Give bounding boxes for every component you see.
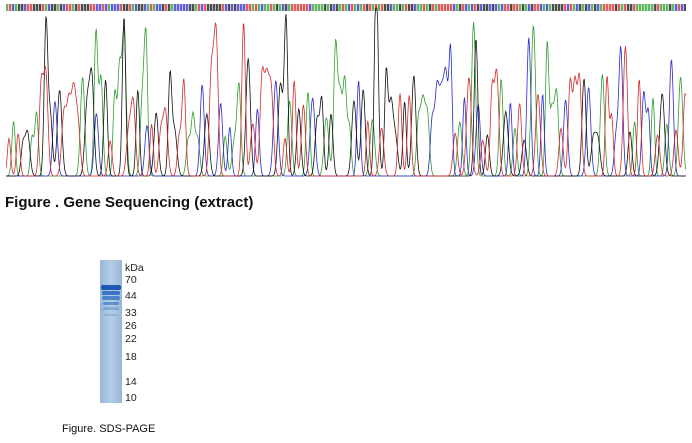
marker-label: 18 xyxy=(125,351,137,363)
trace-lines xyxy=(6,7,686,177)
marker-label: 10 xyxy=(125,392,137,404)
marker-label: 33 xyxy=(125,307,137,319)
trace-T xyxy=(6,21,686,177)
marker-label: 26 xyxy=(125,320,137,332)
gel-band xyxy=(104,314,118,316)
marker-label: 44 xyxy=(125,290,137,302)
base-call-row xyxy=(6,4,686,11)
figure-caption-sequencing: Figure . Gene Sequencing (extract) xyxy=(5,194,254,211)
gel-band xyxy=(103,307,119,310)
kda-unit-label: kDa xyxy=(125,262,144,274)
sds-page-gel-lane xyxy=(100,260,122,403)
sequencing-chromatogram xyxy=(6,4,686,177)
trace-A xyxy=(6,21,686,177)
gel-band xyxy=(102,291,120,295)
marker-label: 14 xyxy=(125,376,137,388)
figure-caption-sds-page: Figure. SDS-PAGE xyxy=(62,423,156,435)
gel-band-main xyxy=(101,285,121,290)
gel-band xyxy=(102,296,120,300)
gel-lane-background xyxy=(100,260,122,403)
gel-band xyxy=(103,302,119,305)
marker-label: 22 xyxy=(125,333,137,345)
marker-label: 70 xyxy=(125,274,137,286)
